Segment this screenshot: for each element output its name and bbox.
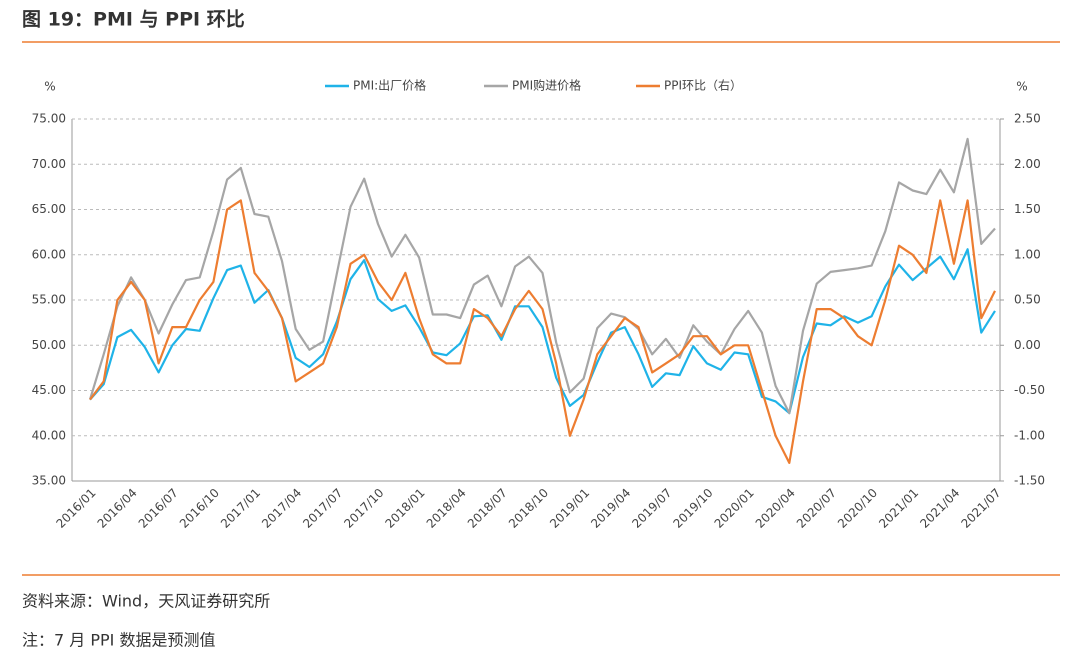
x-tick-label: 2016/07 xyxy=(136,486,181,531)
x-tick-label: 2021/04 xyxy=(917,486,962,531)
chart-title: 图 19：PMI 与 PPI 环比 xyxy=(22,9,245,31)
x-tick-label: 2017/01 xyxy=(218,486,263,531)
x-tick-label: 2019/10 xyxy=(670,486,715,531)
x-tick-label: 2017/10 xyxy=(341,486,386,531)
y2-tick-label: -1.50 xyxy=(1014,474,1045,488)
y2-tick-label: 2.50 xyxy=(1014,112,1041,126)
y2-tick-label: -0.50 xyxy=(1014,383,1045,397)
series-line xyxy=(89,199,996,464)
y-tick-label: 55.00 xyxy=(32,293,66,307)
x-tick-label: 2020/01 xyxy=(712,486,757,531)
y-tick-label: 35.00 xyxy=(32,474,66,488)
legend-label: PMI购进价格 xyxy=(512,78,581,93)
x-tick-label: 2021/07 xyxy=(958,486,1003,531)
y-tick-label: 60.00 xyxy=(32,247,66,261)
series-line xyxy=(89,248,996,415)
y-tick-label: 65.00 xyxy=(32,202,66,216)
x-tick-label: 2020/04 xyxy=(753,486,798,531)
source: 资料来源：Wind，天风证券研究所 xyxy=(22,592,270,611)
y-tick-label: 40.00 xyxy=(32,428,66,442)
y2-tick-label: 1.50 xyxy=(1014,202,1041,216)
x-tick-label: 2016/10 xyxy=(177,486,222,531)
y-tick-label: 45.00 xyxy=(32,383,66,397)
y-tick-label: 50.00 xyxy=(32,338,66,352)
y-axis-label: % xyxy=(44,80,55,94)
x-tick-label: 2018/01 xyxy=(383,486,428,531)
y2-tick-label: 2.00 xyxy=(1014,157,1041,171)
x-tick-label: 2020/10 xyxy=(835,486,880,531)
x-tick-label: 2020/07 xyxy=(794,486,839,531)
x-tick-label: 2016/01 xyxy=(53,486,98,531)
y2-tick-label: 0.50 xyxy=(1014,293,1041,307)
x-tick-label: 2018/10 xyxy=(506,486,551,531)
x-tick-label: 2018/04 xyxy=(424,486,469,531)
legend-label: PMI:出厂价格 xyxy=(353,78,426,93)
y2-tick-label: -1.00 xyxy=(1014,428,1045,442)
x-tick-label: 2019/07 xyxy=(629,486,674,531)
x-tick-label: 2017/04 xyxy=(259,486,304,531)
y-tick-label: 70.00 xyxy=(32,157,66,171)
series-line xyxy=(88,137,996,415)
x-tick-label: 2019/01 xyxy=(547,486,592,531)
y2-tick-label: 0.00 xyxy=(1014,338,1041,352)
legend-label: PPI环比（右） xyxy=(664,78,742,93)
x-tick-label: 2021/01 xyxy=(876,486,921,531)
x-tick-label: 2019/04 xyxy=(588,486,633,531)
y-tick-label: 75.00 xyxy=(32,112,66,126)
x-tick-label: 2018/07 xyxy=(465,486,510,531)
y2-tick-label: 1.00 xyxy=(1014,247,1041,261)
x-tick-label: 2016/04 xyxy=(95,486,140,531)
note: 注：7 月 PPI 数据是预测值 xyxy=(22,631,215,650)
x-tick-label: 2017/07 xyxy=(300,486,345,531)
y2-axis-label: % xyxy=(1016,80,1027,94)
